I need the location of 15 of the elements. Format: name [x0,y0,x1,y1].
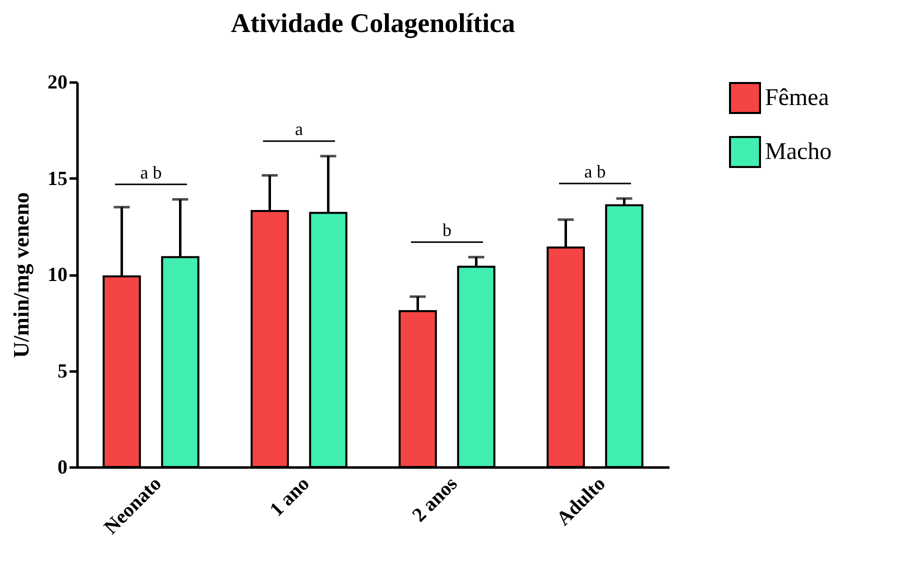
legend-label: Fêmea [765,85,830,111]
annotation: a b [584,161,606,182]
x-tick-label: 1 ano [266,472,314,521]
y-tick-label: 15 [48,168,68,190]
chart-title: Atividade Colagenolítica [230,8,516,38]
y-tick-label: 10 [48,264,68,286]
legend-label: Macho [765,139,832,165]
annotation: b [442,220,452,240]
y-tick-label: 0 [58,456,68,478]
x-tick-label: 2 anos [408,472,462,526]
y-axis-title: U/min/mg veneno [8,192,34,358]
y-tick-label: 5 [58,360,68,382]
annotation: a [295,119,303,140]
y-tick-label: 20 [48,72,68,94]
annotation: a b [140,162,162,182]
